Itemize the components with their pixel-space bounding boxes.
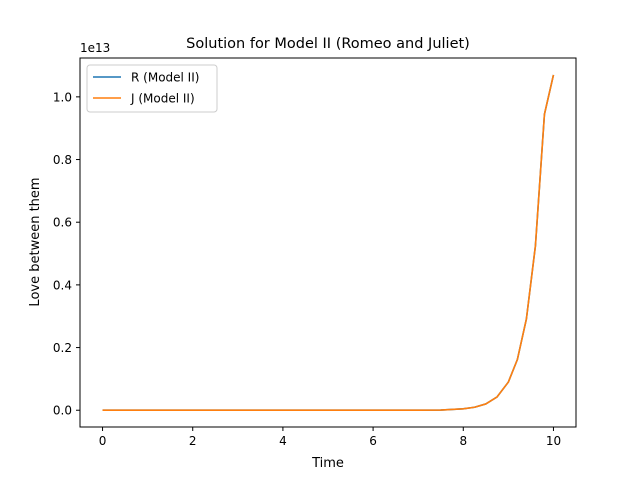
series-layer <box>102 74 555 412</box>
x-tick-label: 4 <box>279 434 287 448</box>
x-tick-label: 8 <box>459 434 467 448</box>
y-tick-label: 0.8 <box>53 153 72 167</box>
x-tick-label: 6 <box>369 434 377 448</box>
x-axis-label: Time <box>311 456 344 471</box>
y-tick-label: 0.4 <box>53 278 72 292</box>
y-tick-label: 0.6 <box>53 216 72 230</box>
y-axis-label: Love between them <box>28 177 43 306</box>
legend: R (Model II) J (Model II) <box>86 64 218 113</box>
y-tick-label: 0.0 <box>53 404 72 418</box>
legend-label-r: R (Model II) <box>131 71 199 85</box>
y-offset-label: 1e13 <box>80 41 110 55</box>
x-tick-label: 2 <box>189 434 197 448</box>
chart-title: Solution for Model II (Romeo and Juliet) <box>186 36 470 52</box>
legend-label-j: J (Model II) <box>130 92 195 106</box>
plot-area-frame <box>79 57 577 428</box>
series-line-j <box>102 74 555 412</box>
x-tick-label: 10 <box>546 434 561 448</box>
x-axis-ticks: 0 2 4 6 8 10 <box>99 427 561 448</box>
x-tick-label: 0 <box>99 434 107 448</box>
y-tick-label: 1.0 <box>53 90 72 104</box>
y-tick-label: 0.2 <box>53 341 72 355</box>
y-axis-ticks: 0.0 0.2 0.4 0.6 0.8 1.0 <box>53 90 80 418</box>
